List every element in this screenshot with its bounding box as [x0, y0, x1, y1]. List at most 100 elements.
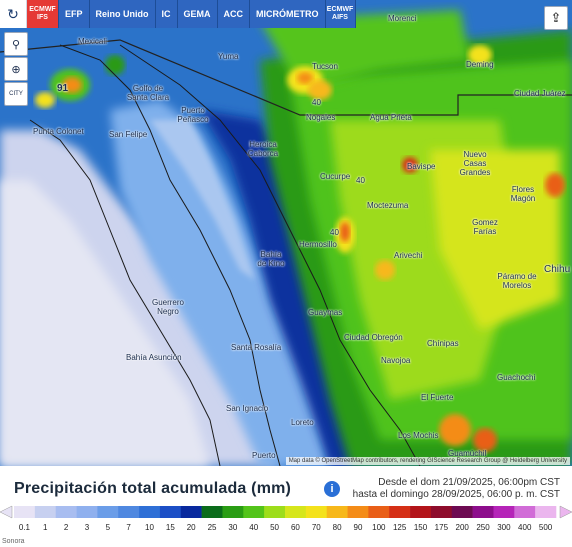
place-ciudad-obregon: Ciudad Obregón: [344, 333, 403, 342]
place-heroica-caborca: Heroica Caborca: [247, 140, 279, 158]
tab-efp[interactable]: EFP: [59, 0, 90, 28]
legend-swatch: [493, 506, 515, 518]
legend-label: 3: [84, 523, 90, 532]
place-san-ignacio: San Ignacio: [226, 404, 269, 413]
legend-label: 175: [434, 523, 449, 532]
share-button[interactable]: ⇪: [544, 6, 568, 30]
zoom-icon: ⊕: [11, 63, 21, 76]
date-from: Desde el dom 21/09/2025, 06:00pm CST: [378, 477, 560, 488]
legend-left-arrow: [0, 505, 13, 519]
tab-micrometro[interactable]: MICRÓMETRO: [250, 0, 326, 28]
legend-swatch: [535, 506, 557, 518]
legend-swatch: [118, 506, 140, 518]
legend-label: 15: [165, 523, 175, 532]
bottom-label: Sonora: [2, 538, 25, 545]
place-chinipas: Chínipas: [427, 339, 459, 348]
legend-swatch: [410, 506, 432, 518]
legend-label: 300: [497, 523, 511, 532]
place-guamuchil: Guamúchil: [448, 449, 487, 458]
legend-label: 0.1: [18, 523, 30, 532]
legend-right-arrow: [559, 505, 572, 519]
map-canvas: [0, 10, 572, 466]
place-parramo-morelos: Páramo de Morelos: [497, 272, 537, 290]
legend-label: 90: [353, 523, 363, 532]
place-los-mochis: Los Mochis: [398, 431, 439, 440]
place-arivechi: Arivechi: [394, 251, 423, 260]
legend-swatch: [97, 506, 119, 518]
legend-swatch: [222, 506, 244, 518]
legend-swatch: [201, 506, 223, 518]
legend-swatch: [389, 506, 411, 518]
place-el-fuerte: El Fuerte: [421, 393, 454, 402]
map-value-40: 40: [330, 228, 339, 237]
legend-label: 40: [249, 523, 259, 532]
place-loreto: Loreto: [291, 418, 314, 427]
place-nuevo-casas-grandes: Nuevo Casas Grandes: [459, 150, 491, 177]
place-santa-rosalia: Santa Rosalía: [231, 343, 282, 352]
legend-swatch: [55, 506, 77, 518]
legend-swatch: [472, 506, 494, 518]
city-label: CITY: [9, 91, 23, 97]
legend-label: 400: [518, 523, 532, 532]
legend-label: 5: [105, 523, 111, 532]
place-tucson: Tucson: [312, 62, 338, 71]
place-ciudad-juarez: Ciudad Juárez: [514, 89, 566, 98]
tab-ic[interactable]: IC: [155, 0, 178, 28]
info-icon[interactable]: i: [324, 481, 340, 497]
place-guachochi: Guachochi: [497, 373, 536, 382]
place-navojoa: Navojoa: [381, 356, 411, 365]
legend-swatch: [285, 506, 307, 518]
map-value-91: 91: [57, 83, 69, 94]
place-gomez-farias: Gomez Farías: [472, 218, 498, 236]
legend-swatch: [305, 506, 327, 518]
legend-swatch: [264, 506, 286, 518]
place-yuma: Yuma: [218, 52, 239, 61]
legend-label: 250: [476, 523, 490, 532]
place-morenci: Morenci: [388, 14, 417, 23]
legend-swatch: [326, 506, 348, 518]
zoom-button[interactable]: ⊕: [4, 57, 28, 81]
legend-swatch: [514, 506, 536, 518]
precipitation-map[interactable]: ↻ ECMWF IFS EFP Reino Unido IC GEMA ACC …: [0, 0, 572, 466]
legend-label: 30: [228, 523, 238, 532]
location-button[interactable]: ⚲: [4, 32, 28, 56]
place-hermosillo: Hermosillo: [299, 240, 337, 249]
legend-swatch: [243, 506, 265, 518]
place-san-felipe: San Felipe: [109, 130, 148, 139]
refresh-button[interactable]: ↻: [0, 0, 27, 28]
legend-labels: 0.1 1 2 3 5 7 10 15 20 25 30 40 50 60 70 80 90 100 125 150 1…: [14, 523, 556, 535]
map-value-40: 40: [312, 98, 321, 107]
legend-label: 7: [126, 523, 131, 532]
legend-label: 200: [455, 523, 469, 532]
place-bahia-asuncion: Bahía Asunción: [126, 353, 182, 362]
share-icon: ⇪: [550, 10, 562, 25]
page-title: Precipitación total acumulada (mm): [14, 480, 292, 497]
place-guaymas: Guaymas: [308, 308, 343, 317]
tab-acc[interactable]: ACC: [217, 0, 251, 28]
legend-swatch: [14, 506, 36, 518]
place-puerto-penasco: Puerto Peñasco: [177, 106, 209, 124]
legend-swatch: [76, 506, 98, 518]
tab-reino-unido[interactable]: Reino Unido: [89, 0, 156, 28]
city-toggle[interactable]: CITY: [4, 82, 28, 106]
legend-swatch: [451, 506, 473, 518]
tab-ecmwf-ifs[interactable]: ECMWF IFS: [27, 0, 59, 28]
tab-gema[interactable]: GEMA: [177, 0, 218, 28]
refresh-icon: ↻: [7, 5, 19, 22]
legend-label: 150: [413, 523, 428, 532]
place-guerrero-negro: Guerrero Negro: [151, 298, 184, 316]
legend-label: 500: [538, 523, 553, 532]
legend-label: 100: [372, 523, 386, 532]
place-nogales: Nogales: [306, 113, 336, 122]
legend-swatch: [180, 506, 202, 518]
legend-label: 20: [186, 523, 196, 532]
place-punta-colonet: Punta Colonet: [33, 127, 84, 136]
legend-swatch: [347, 506, 369, 518]
legend-label: 10: [145, 523, 154, 532]
tab-ecmwf-aifs[interactable]: ECMWF AIFS: [325, 0, 356, 28]
place-flores-magon: Flores Magón: [510, 185, 536, 203]
legend-swatch: [159, 506, 182, 518]
map-attribution: Map data © OpenStreetMap contributors, r…: [285, 457, 570, 465]
legend-swatch: [430, 506, 453, 518]
legend-label: 1: [43, 523, 48, 532]
